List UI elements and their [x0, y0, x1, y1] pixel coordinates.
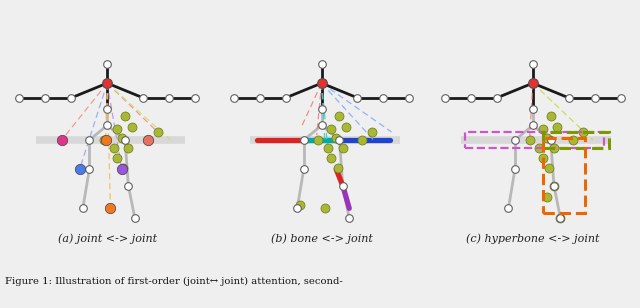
Text: (c) hyperbone <-> joint: (c) hyperbone <-> joint [466, 234, 600, 244]
Text: Figure 1: Illustration of first-order (joint↔ joint) attention, second-: Figure 1: Illustration of first-order (j… [5, 277, 343, 286]
Bar [465, 132, 604, 148]
Text: (b) bone <-> joint: (b) bone <-> joint [271, 234, 372, 244]
Text: (a) joint <-> joint: (a) joint <-> joint [58, 234, 157, 244]
Bar [543, 138, 585, 213]
Bar [543, 132, 609, 148]
